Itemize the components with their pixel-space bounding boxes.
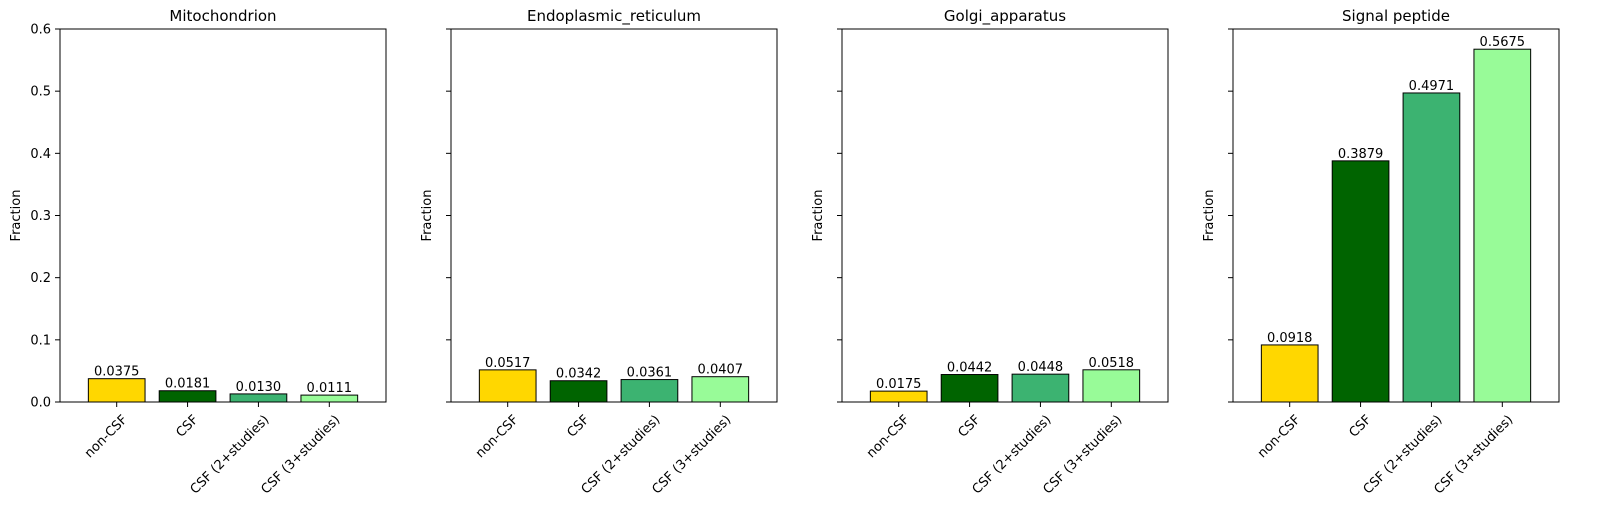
bar-value-label: 0.0361 [627,366,673,381]
bar-csf [158,390,217,403]
bar-csf [940,374,999,403]
subplot-title: Mitochondrion [169,7,276,25]
y-tick-label: 0.1 [30,333,51,348]
bar-value-label: 0.0517 [485,356,531,371]
y-axis-label: Fraction [811,190,826,242]
bar-value-label: 0.0375 [94,365,140,380]
x-tick-label: CSF (3+studies) [259,412,344,497]
bar-value-label: 0.3879 [1338,147,1384,162]
x-tick-label: CSF [564,412,592,440]
bar-csf-2-studies- [1011,373,1070,403]
bar-value-label: 0.0918 [1267,331,1313,346]
bar-value-label: 0.0448 [1018,360,1064,375]
y-tick-label: 0.3 [30,209,51,224]
axes-frame [59,28,387,403]
bar-value-label: 0.0181 [165,377,211,392]
subplot-title: Endoplasmic_reticulum [527,7,701,26]
x-tick-label: CSF [173,412,201,440]
y-axis-label: Fraction [1202,190,1217,242]
bar-value-label: 0.0407 [698,363,744,378]
bar-value-label: 0.0518 [1089,356,1135,371]
axes-frame [450,28,778,403]
x-tick-label: CSF (3+studies) [650,412,735,497]
subplot-1: 0.0375 0.0181 0.0130 0.0111 0.0 0.1 0.2 0.3 0.4 0… [9,7,387,497]
x-tick-label: CSF (3+studies) [1041,412,1126,497]
y-axis-label: Fraction [9,190,24,242]
y-tick-label: 0.4 [30,147,51,162]
x-tick-label: CSF [1346,412,1374,440]
y-tick-label: 0.2 [30,271,51,286]
y-tick-label: 0.5 [30,85,51,100]
bar-csf-3-studies- [691,376,750,403]
bar-value-label: 0.0442 [947,361,993,376]
bar-non-csf [1260,344,1319,403]
x-tick-label: non-CSF [473,412,522,461]
bar-csf-3-studies- [300,394,359,403]
bar-value-label: 0.5675 [1480,35,1526,50]
bar-non-csf [87,378,146,403]
y-tick-label: 0.0 [30,396,51,411]
y-tick-label: 0.6 [30,23,51,38]
bar-csf [549,380,608,403]
bar-value-label: 0.0111 [307,381,353,396]
bar-csf-3-studies- [1473,48,1532,403]
y-axis-label: Fraction [420,190,435,242]
bar-csf-3-studies- [1082,369,1141,403]
x-tick-label: non-CSF [864,412,913,461]
bar-csf-2-studies- [1402,92,1461,403]
bar-csf [1331,160,1390,403]
subplot-title: Signal peptide [1342,7,1450,25]
subplot-title: Golgi_apparatus [944,7,1066,26]
bar-value-label: 0.0130 [236,380,282,395]
bar-csf-2-studies- [229,393,288,403]
bar-csf-2-studies- [620,379,679,403]
bar-non-csf [869,390,928,403]
bar-value-label: 0.4971 [1409,79,1455,94]
x-tick-label: CSF (3+studies) [1432,412,1517,497]
x-tick-label: non-CSF [82,412,131,461]
axes-frame [841,28,1169,403]
x-tick-label: non-CSF [1255,412,1304,461]
bar-non-csf [478,369,537,403]
x-tick-label: CSF [955,412,983,440]
bar-value-label: 0.0175 [876,377,922,392]
bar-value-label: 0.0342 [556,367,602,382]
